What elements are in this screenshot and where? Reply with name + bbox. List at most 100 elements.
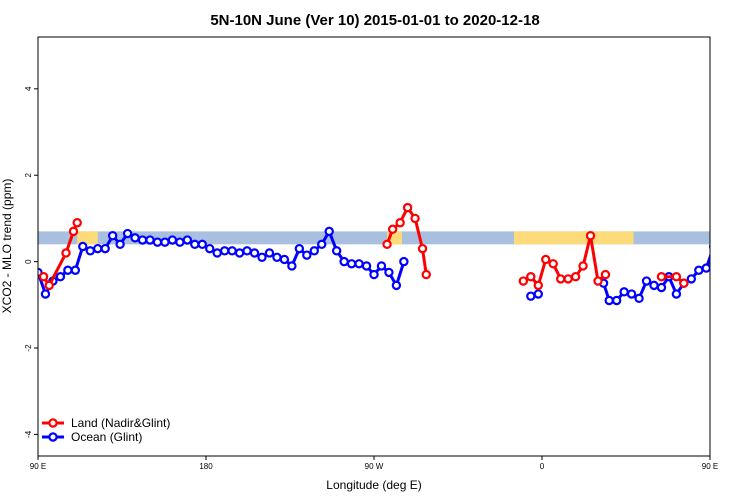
y-axis-label: XCO2 - MLO trend (ppm) — [0, 179, 14, 314]
land-data-point — [410, 213, 420, 224]
ocean-data-point — [641, 276, 652, 286]
ocean-data-point — [686, 274, 697, 284]
ocean-data-point — [309, 246, 319, 256]
land-band-segment — [723, 231, 750, 244]
ocean-data-point — [709, 243, 710, 250]
ocean-data-point — [331, 246, 342, 256]
ocean-data-point — [249, 248, 260, 258]
legend-land-marker — [48, 418, 58, 428]
ocean-data-point — [78, 241, 88, 252]
land-band-segment — [514, 231, 634, 245]
land-data-point — [656, 272, 667, 282]
ocean-data-point — [294, 243, 305, 254]
ocean-data-point — [718, 249, 725, 256]
ocean-data-point — [287, 261, 297, 271]
ocean-data-point — [302, 250, 312, 260]
y-tick-label: 2 — [24, 172, 33, 177]
ocean-data-point — [264, 248, 275, 258]
ocean-data-point — [317, 239, 327, 250]
land-data-point — [600, 269, 611, 280]
ocean-data-point — [205, 243, 215, 254]
ocean-data-point — [324, 226, 334, 237]
legend-ocean-marker — [48, 432, 58, 442]
ocean-data-point — [339, 256, 349, 267]
ocean-data-point — [701, 263, 710, 273]
x-tick-label: 180 — [199, 462, 213, 471]
land-data-point — [421, 269, 431, 280]
ocean-data-point — [279, 254, 290, 265]
ocean-data-point — [55, 272, 66, 282]
ocean-data-point — [115, 239, 125, 250]
plot-frame — [37, 36, 711, 457]
ocean-data-point — [649, 280, 659, 291]
ocean-data-point — [611, 295, 622, 306]
land-data-point — [382, 239, 392, 250]
ocean-data-point — [93, 243, 103, 254]
ocean-data-point — [160, 237, 170, 247]
series-layer — [38, 202, 747, 306]
land-data-point — [72, 218, 82, 228]
y-tick-label: -2 — [24, 344, 33, 352]
ocean-data-point — [152, 237, 163, 247]
ocean-data-point — [175, 237, 185, 247]
x-axis-label: Longitude (deg E) — [326, 478, 421, 492]
ocean-data-point — [70, 265, 81, 275]
land-data-point — [402, 202, 413, 213]
ocean-data-point — [733, 245, 740, 252]
land-data-point — [593, 276, 603, 286]
ocean-data-point — [212, 248, 222, 258]
land-data-point — [61, 248, 71, 258]
land-data-point — [725, 249, 732, 256]
ocean-data-point — [85, 246, 95, 256]
ocean-data-point — [197, 239, 207, 250]
land-data-point — [563, 274, 573, 284]
ocean-data-point — [190, 239, 200, 250]
ocean-data-point — [100, 243, 110, 254]
ocean-data-point — [533, 289, 543, 299]
land-data-point — [548, 259, 558, 269]
legend-land-label: Land (Nadir&Glint) — [71, 416, 170, 430]
ocean-data-point — [671, 289, 682, 299]
x-tick-label: 90 W — [365, 462, 384, 471]
ocean-data-point — [740, 232, 747, 239]
ocean-data-point — [384, 267, 394, 278]
ocean-data-point — [272, 252, 282, 262]
land-data-point — [526, 272, 536, 282]
ocean-data-point — [234, 248, 245, 258]
land-data-point — [671, 272, 682, 282]
land-data-point — [555, 274, 566, 284]
land-data-point — [585, 231, 596, 241]
ocean-data-point — [257, 252, 267, 262]
ocean-data-point — [656, 282, 667, 293]
legend: Land (Nadir&Glint) Ocean (Glint) — [42, 416, 170, 444]
land-data-point — [734, 228, 741, 235]
ocean-data-point — [63, 265, 73, 275]
land-series-line — [729, 223, 742, 253]
ocean-data-point — [182, 235, 193, 245]
ocean-data-point — [626, 289, 637, 299]
ocean-data-point — [399, 256, 409, 267]
ocean-data-point — [107, 231, 118, 241]
ocean-data-point — [227, 246, 237, 256]
ocean-data-point — [40, 289, 51, 299]
ocean-data-point — [361, 261, 372, 271]
land-band-segment — [77, 231, 98, 245]
land-ocean-band — [38, 231, 750, 245]
land-data-point — [68, 226, 79, 237]
land-data-point — [417, 243, 428, 254]
ocean-data-point — [526, 291, 536, 301]
land-data-point — [395, 218, 405, 228]
land-data-point — [44, 280, 54, 291]
ocean-data-point — [346, 259, 357, 269]
ocean-data-point — [219, 246, 230, 256]
ocean-data-point — [391, 280, 402, 291]
y-tick-label: 0 — [24, 259, 33, 264]
chart-title: 5N-10N June (Ver 10) 2015-01-01 to 2020-… — [210, 12, 539, 29]
land-data-point — [518, 276, 529, 286]
x-tick-label: 90 E — [30, 462, 46, 471]
ocean-data-point — [634, 293, 644, 304]
ocean-data-point — [167, 235, 178, 245]
ocean-data-point — [145, 235, 155, 245]
ocean-data-point — [369, 269, 379, 280]
